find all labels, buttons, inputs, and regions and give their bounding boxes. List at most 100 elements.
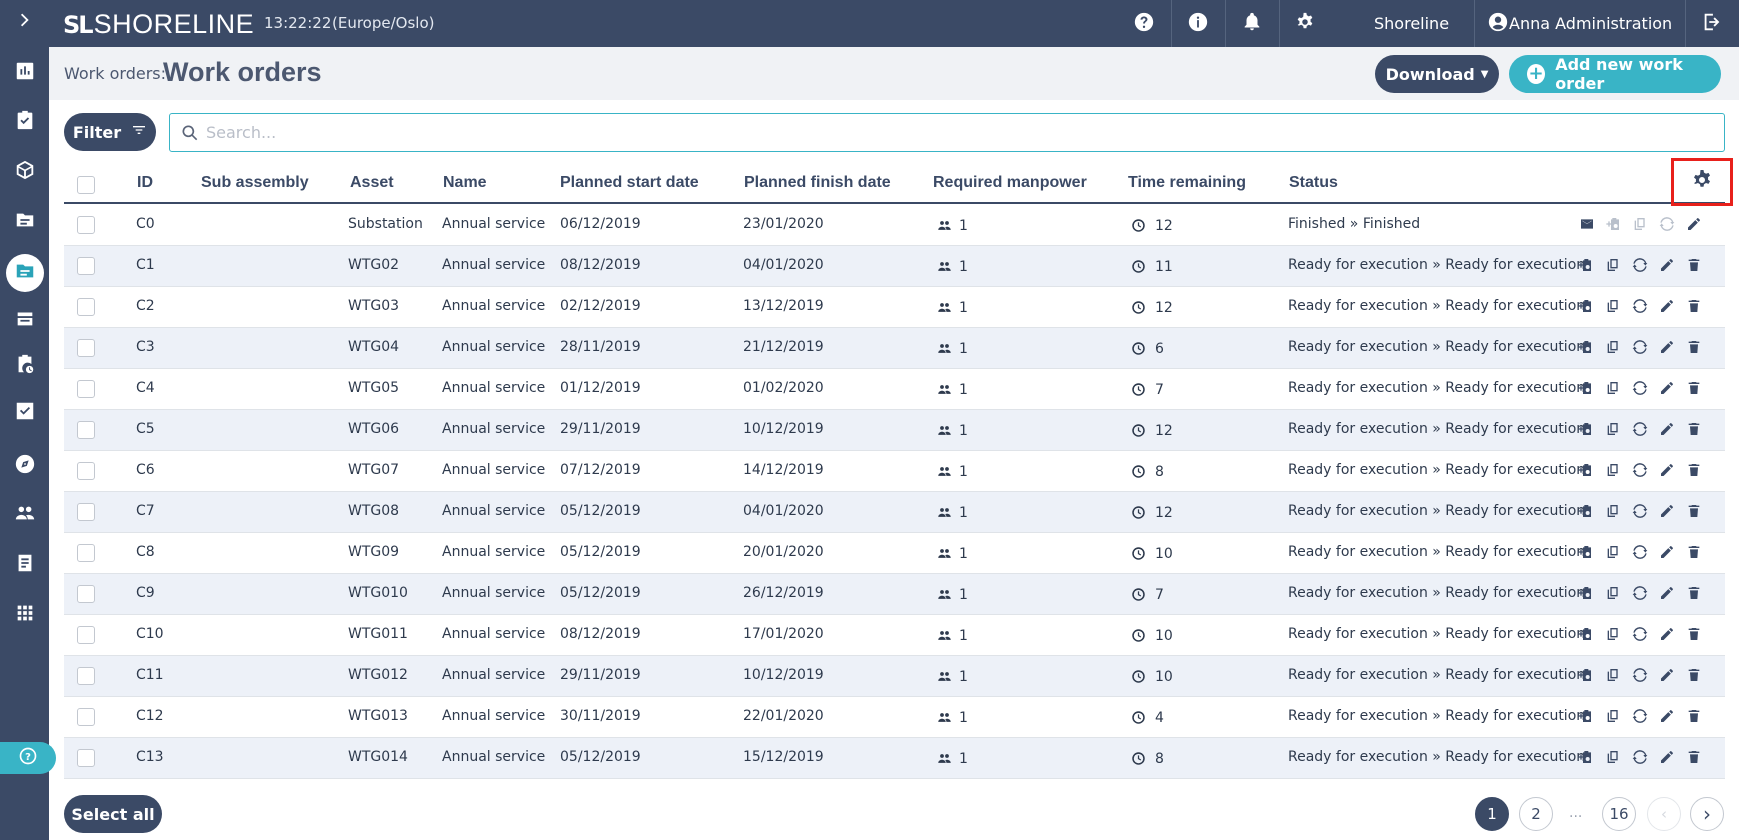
logout-button[interactable] <box>1685 0 1739 47</box>
column-header-sub-assembly[interactable]: Sub assembly <box>201 174 309 191</box>
row-checkbox[interactable] <box>77 626 95 644</box>
column-header-asset[interactable]: Asset <box>350 174 394 191</box>
row-checkbox[interactable] <box>77 462 95 480</box>
table-row[interactable]: C4 WTG05 Annual service 01/12/2019 01/02/202… <box>64 369 1725 410</box>
sidebar-item-dashboard[interactable] <box>0 53 49 93</box>
add-task-icon[interactable] <box>1577 626 1595 644</box>
select-all-button[interactable]: Select all <box>64 795 162 833</box>
add-task-icon[interactable] <box>1577 421 1595 439</box>
table-row[interactable]: C5 WTG06 Annual service 29/11/2019 10/12/201… <box>64 410 1725 451</box>
row-checkbox[interactable] <box>77 708 95 726</box>
delete-icon[interactable] <box>1686 708 1704 726</box>
sync-icon[interactable] <box>1632 585 1650 603</box>
delete-icon[interactable] <box>1686 339 1704 357</box>
table-row[interactable]: C10 WTG011 Annual service 08/12/2019 17/01/2… <box>64 615 1725 656</box>
copy-icon[interactable] <box>1605 585 1623 603</box>
row-checkbox[interactable] <box>77 585 95 603</box>
row-checkbox[interactable] <box>77 749 95 767</box>
next-page-button[interactable]: › <box>1690 797 1724 831</box>
table-row[interactable]: C1 WTG02 Annual service 08/12/2019 04/01/202… <box>64 246 1725 287</box>
download-button[interactable]: Download ▼ <box>1375 55 1499 93</box>
edit-icon[interactable] <box>1659 544 1677 562</box>
sidebar-item-apps[interactable] <box>0 595 49 635</box>
copy-icon[interactable] <box>1605 298 1623 316</box>
brand-logo[interactable]: SL SHORELINE <box>63 9 254 40</box>
row-checkbox[interactable] <box>77 544 95 562</box>
add-task-icon[interactable] <box>1577 708 1595 726</box>
copy-icon[interactable] <box>1605 380 1623 398</box>
copy-icon[interactable] <box>1605 257 1623 275</box>
column-header-status[interactable]: Status <box>1289 174 1338 191</box>
sidebar-item-assets[interactable] <box>0 152 49 192</box>
user-name[interactable]: Anna Administration <box>1509 14 1673 33</box>
delete-icon[interactable] <box>1686 257 1704 275</box>
sync-icon[interactable] <box>1632 257 1650 275</box>
edit-icon[interactable] <box>1659 421 1677 439</box>
edit-icon[interactable] <box>1659 503 1677 521</box>
sidebar-item-checklists[interactable] <box>0 393 49 433</box>
delete-icon[interactable] <box>1686 626 1704 644</box>
row-checkbox[interactable] <box>77 216 95 234</box>
table-row[interactable]: C0 Substation Annual service 06/12/2019 23/0… <box>64 205 1725 246</box>
row-checkbox[interactable] <box>77 257 95 275</box>
column-header-planned-finish[interactable]: Planned finish date <box>744 174 891 191</box>
sidebar-item-users[interactable] <box>0 495 49 535</box>
table-row[interactable]: C8 WTG09 Annual service 05/12/2019 20/01/202… <box>64 533 1725 574</box>
table-row[interactable]: C13 WTG014 Annual service 05/12/2019 15/12/2… <box>64 738 1725 779</box>
sync-icon[interactable] <box>1632 749 1650 767</box>
sync-icon[interactable] <box>1632 708 1650 726</box>
sidebar-item-work-packages[interactable] <box>0 300 49 340</box>
settings-icon[interactable] <box>1288 0 1322 47</box>
sync-icon[interactable] <box>1632 339 1650 357</box>
add-task-icon[interactable] <box>1577 462 1595 480</box>
filter-button[interactable]: Filter <box>64 113 156 151</box>
copy-icon[interactable] <box>1605 708 1623 726</box>
search-input[interactable] <box>206 118 1706 146</box>
column-header-time-remaining[interactable]: Time remaining <box>1128 174 1246 191</box>
row-checkbox[interactable] <box>77 298 95 316</box>
table-row[interactable]: C7 WTG08 Annual service 05/12/2019 04/01/202… <box>64 492 1725 533</box>
sync-icon[interactable] <box>1632 667 1650 685</box>
row-checkbox[interactable] <box>77 667 95 685</box>
sync-icon[interactable] <box>1632 503 1650 521</box>
delete-icon[interactable] <box>1686 585 1704 603</box>
add-task-icon[interactable] <box>1605 216 1623 234</box>
table-row[interactable]: C12 WTG013 Annual service 30/11/2019 22/01/2… <box>64 697 1725 738</box>
sidebar-item-tasks[interactable] <box>0 102 49 142</box>
delete-icon[interactable] <box>1686 298 1704 316</box>
copy-icon[interactable] <box>1605 421 1623 439</box>
table-row[interactable]: C9 WTG010 Annual service 05/12/2019 26/12/20… <box>64 574 1725 615</box>
table-row[interactable]: C11 WTG012 Annual service 29/11/2019 10/12/2… <box>64 656 1725 697</box>
sync-icon[interactable] <box>1632 544 1650 562</box>
column-settings-button[interactable] <box>1671 158 1733 206</box>
column-header-manpower[interactable]: Required manpower <box>933 174 1087 191</box>
table-row[interactable]: C2 WTG03 Annual service 02/12/2019 13/12/201… <box>64 287 1725 328</box>
row-checkbox[interactable] <box>77 339 95 357</box>
add-task-icon[interactable] <box>1577 339 1595 357</box>
add-task-icon[interactable] <box>1577 585 1595 603</box>
sync-icon[interactable] <box>1632 626 1650 644</box>
edit-icon[interactable] <box>1659 462 1677 480</box>
column-header-id[interactable]: ID <box>137 174 153 191</box>
delete-icon[interactable] <box>1686 544 1704 562</box>
edit-icon[interactable] <box>1686 216 1704 234</box>
edit-icon[interactable] <box>1659 380 1677 398</box>
page-1-button[interactable]: 1 <box>1475 797 1509 831</box>
edit-icon[interactable] <box>1659 585 1677 603</box>
add-task-icon[interactable] <box>1577 298 1595 316</box>
add-task-icon[interactable] <box>1577 503 1595 521</box>
user-avatar[interactable] <box>1476 0 1520 47</box>
row-checkbox[interactable] <box>77 503 95 521</box>
copy-icon[interactable] <box>1632 216 1650 234</box>
previous-page-button[interactable]: ‹ <box>1647 797 1681 831</box>
add-work-order-button[interactable]: + Add new work order <box>1509 55 1721 93</box>
email-icon[interactable] <box>1579 216 1597 234</box>
sync-icon[interactable] <box>1659 216 1677 234</box>
add-task-icon[interactable] <box>1577 257 1595 275</box>
copy-icon[interactable] <box>1605 462 1623 480</box>
column-header-name[interactable]: Name <box>443 174 487 191</box>
row-checkbox[interactable] <box>77 380 95 398</box>
info-icon-button[interactable] <box>1171 0 1225 47</box>
sidebar-item-reports[interactable] <box>0 545 49 585</box>
edit-icon[interactable] <box>1659 708 1677 726</box>
